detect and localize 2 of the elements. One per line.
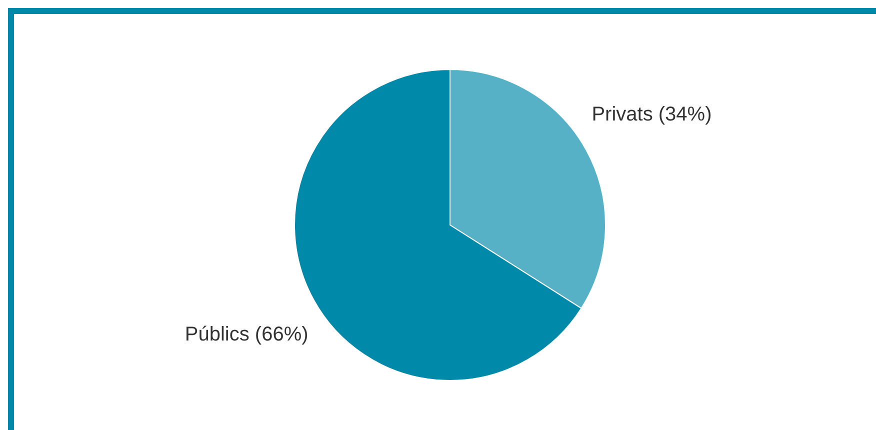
slice-label: Privats (34%) (592, 104, 712, 126)
slice-label: Públics (66%) (184, 323, 308, 346)
